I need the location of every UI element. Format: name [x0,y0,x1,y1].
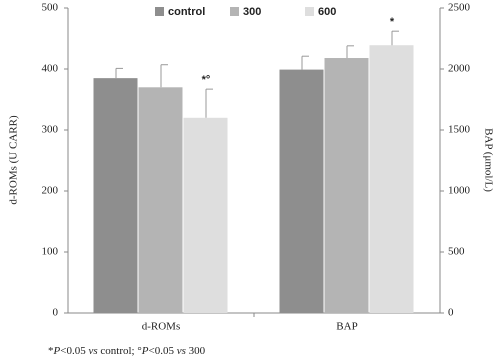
y-tick-label: 200 [42,185,59,197]
legend-swatch [305,7,314,16]
legend-label: 300 [243,6,261,18]
legend-label: 600 [318,6,336,18]
footnote-part: 300 [186,345,206,357]
footnote-part: <0.05 [60,345,88,357]
y-tick-label: 100 [42,246,59,258]
y2-tick-label: 2500 [448,2,471,14]
y2-tick-label: 1000 [448,185,471,197]
bar [324,58,369,313]
legend-swatch [230,7,239,16]
x-tick-label: d-ROMs [142,321,181,333]
legend-swatch [155,7,164,16]
bar [369,45,414,314]
bar [138,87,183,313]
bar [183,117,228,313]
y2-tick-label: 2000 [448,63,471,75]
footnote-part: * [48,345,54,357]
y-tick-label: 0 [53,307,59,319]
footnote: *P<0.05 vs control; °P<0.05 vs 300 [48,345,206,357]
footnote-part: P [53,345,61,357]
annotation: *° [202,74,211,86]
y2-axis-label: BAP (μmol/L) [482,128,494,192]
y2-tick-label: 500 [448,246,465,258]
y2-tick-label: 1500 [448,124,471,136]
footnote-part: <0.05 [148,345,176,357]
y-tick-label: 400 [42,63,59,75]
bar [279,69,324,313]
footnote-part: P [141,345,149,357]
footnote-part: vs [88,345,97,357]
y-axis-label: d-ROMs (U CARR) [8,115,20,205]
y-tick-label: 500 [42,2,59,14]
footnote-part: control; ° [98,345,142,357]
bar [93,78,138,314]
annotation: * [390,16,395,28]
legend-label: control [168,6,205,18]
y2-tick-label: 0 [448,307,454,319]
y-tick-label: 300 [42,124,59,136]
x-tick-label: BAP [336,321,357,333]
footnote-part: vs [177,345,186,357]
